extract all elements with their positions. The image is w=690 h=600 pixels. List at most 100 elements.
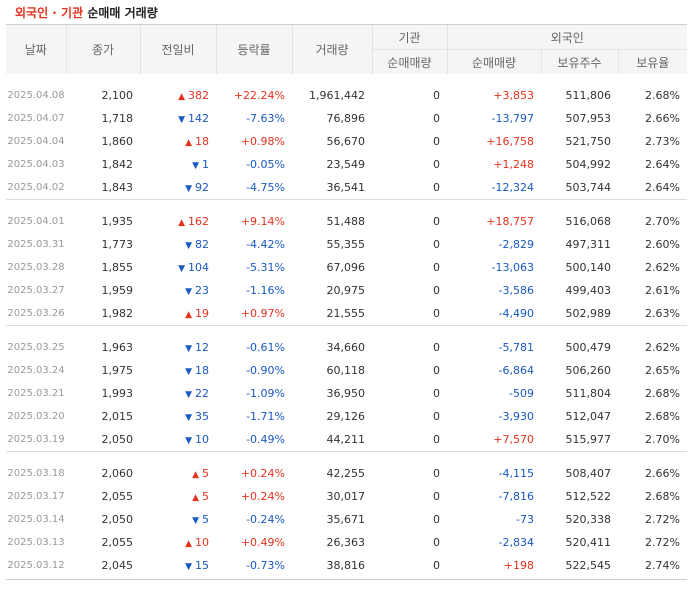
rate-cell: +0.97%	[240, 307, 285, 320]
col-change-header[interactable]: 전일비	[139, 24, 216, 74]
col-inst-net-header[interactable]: 순매매량	[371, 49, 447, 74]
close-cell: 1,959	[101, 284, 134, 297]
rate-cell: -4.42%	[246, 238, 285, 251]
holdings-cell: 500,479	[565, 341, 612, 354]
close-cell: 1,860	[101, 135, 134, 148]
col-foreign-group-header: 외국인	[446, 24, 687, 50]
triangle-up-icon: ▲	[185, 138, 192, 148]
rate-cell: +9.14%	[240, 215, 285, 228]
inst-net-cell: 0	[433, 364, 440, 377]
change-cell: ▲ 5	[140, 462, 216, 485]
triangle-down-icon: ▼	[185, 184, 192, 194]
volume-cell: 26,363	[326, 536, 366, 549]
change-cell: ▲ 18	[140, 130, 216, 153]
col-foreign-net-header[interactable]: 순매매량	[446, 49, 541, 74]
inst-net-cell: 0	[433, 513, 440, 526]
col-volume-header[interactable]: 거래량	[291, 24, 372, 74]
change-cell: ▲ 19	[140, 302, 216, 326]
rate-cell: +0.24%	[240, 467, 285, 480]
triangle-down-icon: ▼	[185, 344, 192, 354]
rate-cell: -5.31%	[246, 261, 285, 274]
col-ratio-header[interactable]: 보유율	[617, 49, 687, 74]
holdings-cell: 521,750	[565, 135, 612, 148]
date-cell: 2025.03.25	[7, 342, 65, 353]
ratio-cell: 2.64%	[645, 158, 680, 171]
table-row: 2025.03.20 2,015 ▼ 35 -1.71% 29,126 0 -3,930 512…	[6, 405, 687, 428]
foreign-net-cell: -13,797	[491, 112, 534, 125]
change-value: 10	[195, 433, 209, 446]
close-cell: 2,045	[101, 559, 134, 572]
close-cell: 1,855	[101, 261, 134, 274]
volume-cell: 42,255	[326, 467, 366, 480]
volume-cell: 21,555	[326, 307, 366, 320]
inst-net-cell: 0	[433, 387, 440, 400]
inst-net-cell: 0	[433, 158, 440, 171]
table-row: 2025.04.07 1,718 ▼ 142 -7.63% 76,896 0 -13,797 5…	[6, 107, 687, 130]
volume-cell: 36,541	[326, 181, 366, 194]
table-row: 2025.03.19 2,050 ▼ 10 -0.49% 44,211 0 +7,570 515…	[6, 428, 687, 452]
change-cell: ▼ 15	[140, 554, 216, 577]
change-cell: ▼ 104	[140, 256, 216, 279]
ratio-cell: 2.62%	[645, 341, 680, 354]
volume-cell: 36,950	[326, 387, 366, 400]
volume-cell: 20,975	[326, 284, 366, 297]
inst-net-cell: 0	[433, 536, 440, 549]
volume-cell: 55,355	[326, 238, 366, 251]
change-cell: ▼ 22	[140, 382, 216, 405]
col-rate-header[interactable]: 등락률	[215, 24, 292, 74]
change-value: 23	[195, 284, 209, 297]
volume-cell: 60,118	[326, 364, 366, 377]
table-row: 2025.03.31 1,773 ▼ 82 -4.42% 55,355 0 -2,829 497…	[6, 233, 687, 256]
rate-cell: -0.24%	[246, 513, 285, 526]
volume-cell: 51,488	[326, 215, 366, 228]
foreign-net-cell: -73	[516, 513, 534, 526]
table-row: 2025.04.08 2,100 ▲ 382 +22.24% 1,961,442 0 +3,8…	[6, 84, 687, 107]
change-value: 382	[188, 89, 209, 102]
date-cell: 2025.03.18	[7, 468, 65, 479]
col-holdings-header[interactable]: 보유주수	[540, 49, 618, 74]
date-cell: 2025.04.04	[7, 136, 65, 147]
table-row: 2025.03.21 1,993 ▼ 22 -1.09% 36,950 0 -509 511,8…	[6, 382, 687, 405]
date-cell: 2025.03.28	[7, 262, 65, 273]
rate-cell: -4.75%	[246, 181, 285, 194]
ratio-cell: 2.70%	[645, 433, 680, 446]
triangle-up-icon: ▲	[178, 218, 185, 228]
holdings-cell: 515,977	[565, 433, 612, 446]
ratio-cell: 2.72%	[645, 513, 680, 526]
rate-cell: -1.16%	[246, 284, 285, 297]
col-close-header[interactable]: 종가	[65, 24, 140, 74]
triangle-down-icon: ▼	[185, 436, 192, 446]
rate-cell: -1.09%	[246, 387, 285, 400]
triangle-down-icon: ▼	[185, 413, 192, 423]
change-value: 92	[195, 181, 209, 194]
ratio-cell: 2.70%	[645, 215, 680, 228]
col-date-header[interactable]: 날짜	[6, 24, 66, 74]
table-body: 2025.04.08 2,100 ▲ 382 +22.24% 1,961,442 0 +3,8…	[6, 74, 687, 580]
foreign-net-cell: +18,757	[486, 215, 534, 228]
triangle-down-icon: ▼	[185, 390, 192, 400]
holdings-cell: 500,140	[565, 261, 612, 274]
ratio-cell: 2.73%	[645, 135, 680, 148]
rate-cell: -7.63%	[246, 112, 285, 125]
trading-table: 날짜 종가 전일비 등락률 거래량 기관 외국인 순매매량 순매매량 보유주수 …	[6, 24, 687, 580]
change-value: 19	[195, 307, 209, 320]
close-cell: 2,015	[101, 410, 134, 423]
ratio-cell: 2.64%	[645, 181, 680, 194]
foreign-net-cell: -2,829	[498, 238, 534, 251]
table-bottom-border	[6, 577, 687, 580]
table-row: 2025.04.04 1,860 ▲ 18 +0.98% 56,670 0 +16,758 52…	[6, 130, 687, 153]
table-row: 2025.03.26 1,982 ▲ 19 +0.97% 21,555 0 -4,490 502…	[6, 302, 687, 326]
change-cell: ▼ 142	[140, 107, 216, 130]
holdings-cell: 511,804	[565, 387, 612, 400]
change-value: 142	[188, 112, 209, 125]
holdings-cell: 508,407	[565, 467, 612, 480]
section-title: 외국인 · 기관 순매매 거래량	[15, 4, 158, 21]
rate-cell: +0.49%	[240, 536, 285, 549]
foreign-net-cell: +198	[503, 559, 534, 572]
change-value: 162	[188, 215, 209, 228]
change-value: 104	[188, 261, 209, 274]
ratio-cell: 2.60%	[645, 238, 680, 251]
holdings-cell: 512,047	[565, 410, 612, 423]
table-row: 2025.03.27 1,959 ▼ 23 -1.16% 20,975 0 -3,586 499…	[6, 279, 687, 302]
close-cell: 2,055	[101, 490, 134, 503]
